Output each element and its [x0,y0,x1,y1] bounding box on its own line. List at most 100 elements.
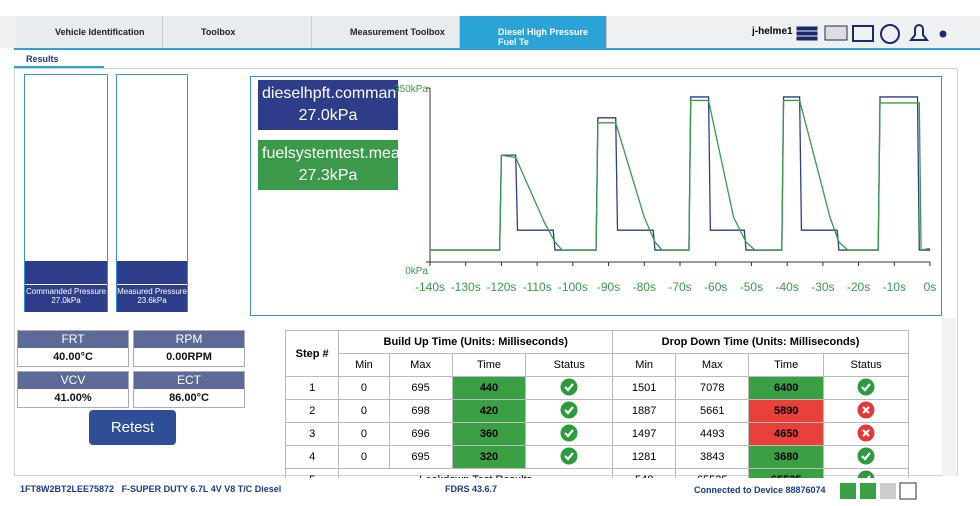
drop-cell: 540 [612,468,677,478]
reading-label: RPM [134,331,244,348]
reading-value: 0.00RPM [134,348,244,366]
drop-cell: 3843 [675,445,750,469]
reading: RPM 0.00RPM [133,330,245,367]
status-glyph [862,428,870,437]
drop-cell: 65535 [675,468,750,478]
status-circle [857,378,875,395]
status-icon [560,424,578,441]
y-tick-label: 350kPa [394,84,428,95]
reading-label: ECT [134,372,244,389]
drop-status [823,399,909,423]
status-glyph [564,451,575,461]
build-status [525,422,614,446]
results-tab[interactable]: Results [14,50,104,68]
drop-status [823,422,909,446]
y-tick-label: 0kPa [405,266,428,277]
scrollbar[interactable] [942,318,956,476]
reading-value: 41.00% [18,389,128,407]
user[interactable]: j-helme1 [752,26,793,37]
drop-header: Drop Down Time (Units: Milliseconds) [612,330,909,354]
gauge: Commanded Pressure 27.0kPa [24,74,108,312]
build-header: Build Up Time (Units: Milliseconds) [338,330,614,354]
step: 4 [285,445,340,469]
status-glyph [861,451,871,461]
build-status [525,445,614,469]
step: 5 [285,468,340,478]
readout: dieselhpft.comman 27.0kPa [258,80,398,130]
gauge-value: 27.0kPa [51,296,81,305]
drop-cell: 3680 [748,445,825,469]
build-cell: 440 [451,376,527,400]
gauge-label-box: Commanded Pressure 27.0kPa [25,284,107,312]
x-tick-label: -80s [633,280,656,294]
readout: fuelsystemtest.mea 27.3kPa [258,140,398,190]
gauge-label-box: Measured Pressure 23.6kPa [117,284,187,312]
status-icon [857,470,875,478]
drop-cell: 65535 [748,468,825,478]
retest-label: Retest [110,419,155,436]
status-glyph [861,382,871,392]
trace [430,99,931,251]
version: FDRS 43.6.7 [445,484,498,494]
data-row: 2 0 698 420 1887 5661 5890 [285,399,909,423]
gauge-label: Commanded Pressure [25,287,107,296]
data-row: 3 0 696 360 1497 4493 4650 [285,422,909,446]
drop-cell: 4493 [675,422,750,446]
x-tick-label: 0s [924,280,937,294]
sub-header: Status [525,353,614,377]
reading: ECT 86.00°C [133,371,245,408]
tab[interactable]: Measurement Toolbox [312,16,460,48]
reading: FRT 40.00°C [17,330,129,367]
build-cell: 0 [338,445,390,469]
build-cell: 420 [451,399,527,423]
sub-header: Min [612,353,677,377]
trace [430,96,930,251]
results-table-wrap: Step # Build Up Time (Units: Milliseconds… [285,330,909,478]
gauge-fill [25,261,107,284]
gauge-value: 23.6kPa [137,296,167,305]
drop-cell: 1887 [612,399,677,423]
data-row: 5Leakdown Test Results5406553565535 [285,468,909,478]
header-row: Step # Build Up Time (Units: Milliseconds… [285,330,909,377]
gauge: Measured Pressure 23.6kPa [116,74,188,312]
chart-panel [250,76,942,316]
x-tick-label: -140s [415,280,445,294]
tab[interactable]: Diesel High Pressure Fuel Te [460,16,607,48]
data-row: 4 0 695 320 1281 3843 3680 [285,445,909,469]
x-tick-label: -30s [811,280,834,294]
x-tick-label: -100s [558,280,588,294]
status-circle [857,470,875,478]
readout-label: fuelsystemtest.mea [262,145,398,162]
x-tick-label: -130s [451,280,481,294]
step: 1 [285,376,340,400]
status-icon [560,401,578,418]
toolbar-icons [796,24,947,44]
gauge-label: Measured Pressure [117,287,187,296]
sub-header: Time [451,353,527,377]
sub-header: Status [823,353,909,377]
status-glyph [564,382,575,392]
retest-button[interactable]: Retest [89,410,176,445]
build-cell: 0 [338,376,390,400]
drop-status [823,445,909,469]
build-cell: 695 [388,376,453,400]
drop-status [823,376,909,400]
status-glyph [862,474,871,478]
status-icon [857,447,875,464]
step-header: Step # [285,330,340,377]
subheader-row: Min Max Time Status Min Max Time Status [286,353,909,377]
sub-header: Min [338,353,390,377]
tab-underline [14,48,980,50]
data-row: 1 0 695 440 1501 7078 6400 [285,376,909,400]
status-icon [857,378,875,395]
readout-label: dieselhpft.comman [262,85,397,102]
reading-label: FRT [18,331,128,348]
gauge-fill [117,261,187,284]
results-table: Step # Build Up Time (Units: Milliseconds… [285,330,909,478]
tab[interactable]: Vehicle Identification [17,16,163,48]
x-tick-label: -60s [704,280,727,294]
drop-cell: 5661 [675,399,750,423]
build-cell: 0 [338,399,390,423]
tab[interactable]: Toolbox [163,16,312,48]
